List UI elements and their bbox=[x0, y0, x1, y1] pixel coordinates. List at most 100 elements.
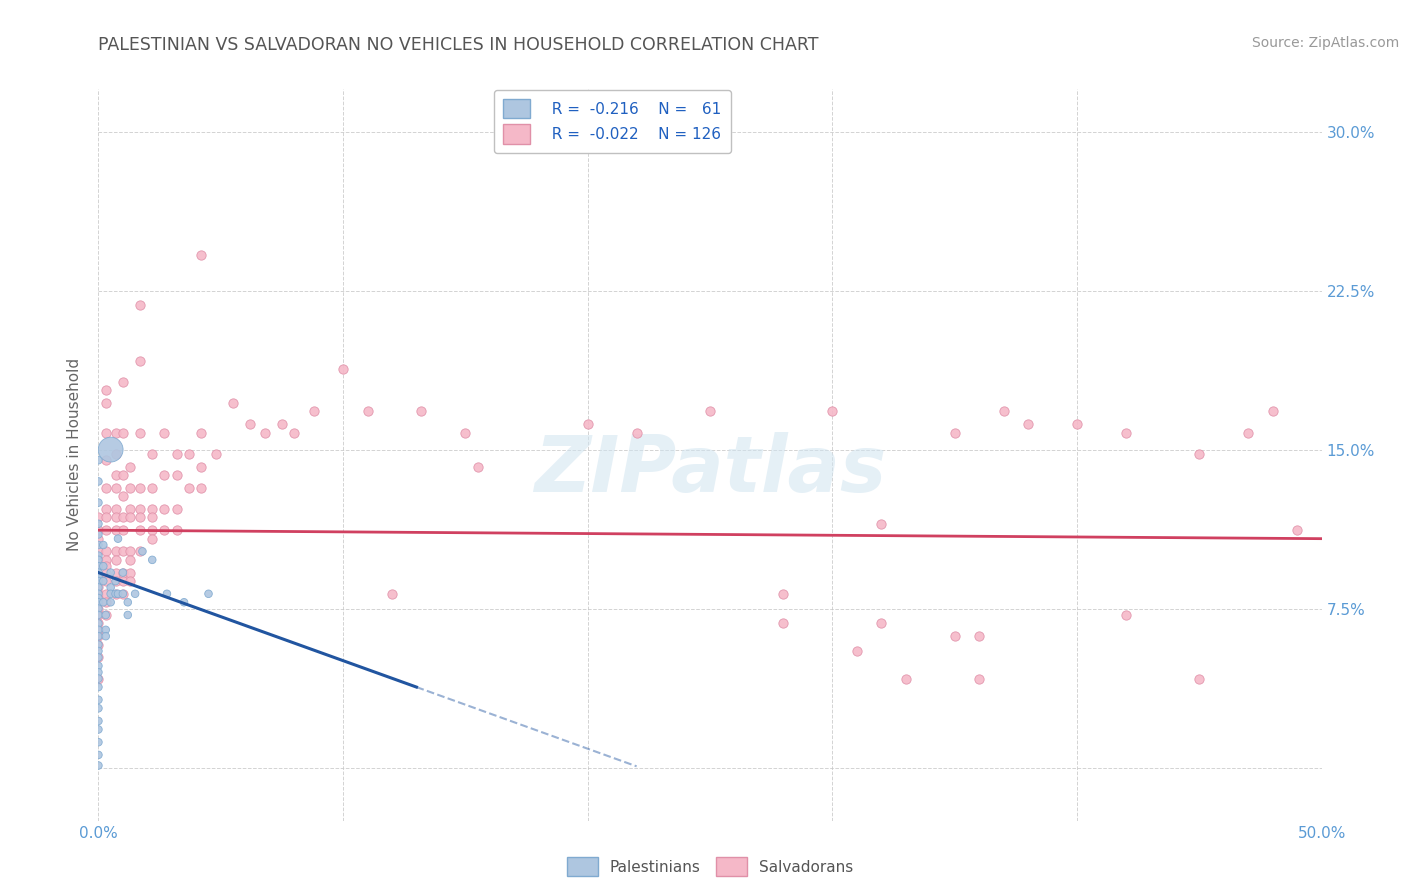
Point bbox=[87, 591, 110, 605]
Point bbox=[87, 516, 110, 531]
Point bbox=[129, 502, 152, 516]
Point bbox=[467, 459, 489, 474]
Point bbox=[222, 396, 245, 410]
Point bbox=[332, 362, 354, 376]
Point bbox=[411, 404, 433, 418]
Point bbox=[104, 553, 127, 567]
Point bbox=[87, 532, 110, 546]
Point bbox=[87, 587, 110, 601]
Point bbox=[87, 601, 110, 615]
Point bbox=[104, 544, 127, 558]
Point bbox=[104, 574, 127, 588]
Point bbox=[111, 574, 134, 588]
Y-axis label: No Vehicles in Household: No Vehicles in Household bbox=[67, 359, 83, 551]
Point bbox=[1286, 523, 1309, 537]
Point bbox=[100, 442, 122, 457]
Point bbox=[177, 481, 200, 495]
Point bbox=[156, 587, 179, 601]
Point bbox=[381, 587, 404, 601]
Point bbox=[166, 502, 188, 516]
Point bbox=[87, 629, 110, 643]
Point bbox=[943, 425, 966, 440]
Point bbox=[87, 581, 110, 595]
Point bbox=[141, 523, 163, 537]
Point bbox=[1115, 607, 1137, 622]
Point bbox=[87, 650, 110, 665]
Point bbox=[94, 607, 117, 622]
Text: PALESTINIAN VS SALVADORAN NO VEHICLES IN HOUSEHOLD CORRELATION CHART: PALESTINIAN VS SALVADORAN NO VEHICLES IN… bbox=[98, 36, 818, 54]
Point bbox=[129, 510, 152, 524]
Point bbox=[87, 570, 110, 584]
Point bbox=[129, 353, 152, 368]
Point bbox=[166, 523, 188, 537]
Point bbox=[87, 559, 110, 574]
Point bbox=[283, 425, 305, 440]
Point bbox=[104, 502, 127, 516]
Point bbox=[87, 644, 110, 658]
Point bbox=[100, 566, 122, 580]
Point bbox=[120, 553, 142, 567]
Point bbox=[87, 544, 110, 558]
Point bbox=[94, 544, 117, 558]
Point bbox=[302, 404, 325, 418]
Point bbox=[129, 523, 152, 537]
Point bbox=[120, 544, 142, 558]
Point bbox=[87, 658, 110, 673]
Point bbox=[94, 481, 117, 495]
Point bbox=[120, 566, 142, 580]
Point bbox=[100, 587, 122, 601]
Point bbox=[87, 574, 110, 588]
Point bbox=[111, 425, 134, 440]
Point bbox=[87, 701, 110, 715]
Point bbox=[967, 672, 990, 686]
Point bbox=[239, 417, 262, 432]
Point bbox=[91, 559, 114, 574]
Point bbox=[87, 581, 110, 595]
Point bbox=[87, 735, 110, 749]
Point bbox=[87, 553, 110, 567]
Point bbox=[94, 510, 117, 524]
Point bbox=[104, 587, 127, 601]
Point bbox=[87, 623, 110, 637]
Point bbox=[153, 523, 176, 537]
Point bbox=[87, 623, 110, 637]
Text: Source: ZipAtlas.com: Source: ZipAtlas.com bbox=[1251, 36, 1399, 50]
Point bbox=[104, 587, 127, 601]
Point bbox=[131, 544, 153, 558]
Point bbox=[943, 629, 966, 643]
Point bbox=[87, 616, 110, 631]
Point bbox=[190, 425, 212, 440]
Point bbox=[117, 607, 139, 622]
Point bbox=[1066, 417, 1088, 432]
Point bbox=[141, 553, 163, 567]
Point bbox=[104, 510, 127, 524]
Point bbox=[94, 629, 117, 643]
Point bbox=[87, 538, 110, 552]
Point bbox=[94, 502, 117, 516]
Point bbox=[94, 553, 117, 567]
Point bbox=[94, 574, 117, 588]
Point bbox=[1188, 672, 1211, 686]
Point bbox=[173, 595, 195, 609]
Point bbox=[87, 638, 110, 652]
Point bbox=[87, 595, 110, 609]
Point bbox=[111, 523, 134, 537]
Point bbox=[94, 607, 117, 622]
Point bbox=[270, 417, 294, 432]
Point bbox=[94, 623, 117, 637]
Point bbox=[967, 629, 990, 643]
Point bbox=[993, 404, 1015, 418]
Point bbox=[120, 510, 142, 524]
Point bbox=[153, 468, 176, 483]
Point bbox=[87, 607, 110, 622]
Point bbox=[87, 601, 110, 615]
Point bbox=[111, 587, 134, 601]
Legend: Palestinians, Salvadorans: Palestinians, Salvadorans bbox=[561, 851, 859, 882]
Point bbox=[821, 404, 844, 418]
Point bbox=[120, 481, 142, 495]
Point bbox=[94, 595, 117, 609]
Point bbox=[104, 566, 127, 580]
Point bbox=[104, 425, 127, 440]
Point bbox=[129, 425, 152, 440]
Point bbox=[94, 453, 117, 467]
